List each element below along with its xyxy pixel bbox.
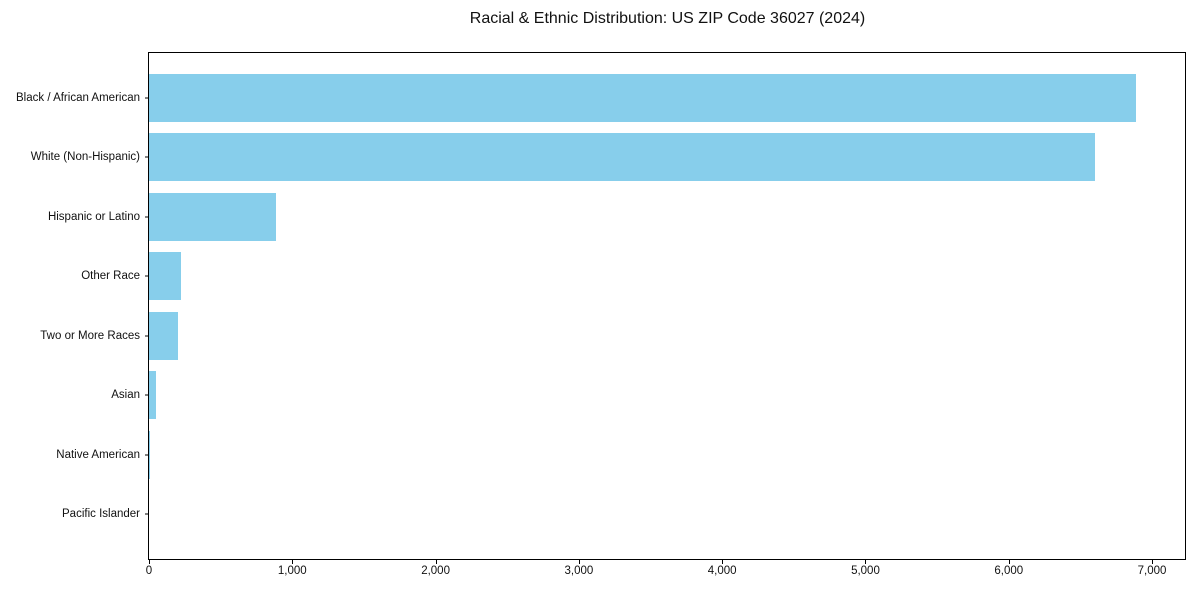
y-tick-label-pacific-islander: Pacific Islander (62, 508, 140, 521)
x-tick-mark (1152, 560, 1154, 564)
y-tick-mark (145, 513, 149, 515)
bar-black-african-american (149, 73, 1136, 122)
y-tick-label-white-non-hispanic: White (Non-Hispanic) (30, 151, 140, 164)
y-tick-label-black-african-american: Black / African American (16, 91, 140, 104)
y-tick-label-two-or-more-races: Two or More Races (40, 329, 140, 342)
y-tick-label-hispanic-or-latino: Hispanic or Latino (47, 210, 140, 223)
x-tick-mark (292, 560, 294, 564)
x-tick-mark (1008, 560, 1010, 564)
bar-white-non-hispanic (149, 133, 1095, 182)
y-tick-mark (145, 97, 149, 99)
y-tick-mark (145, 156, 149, 158)
bar-hispanic-or-latino (149, 192, 276, 241)
bar-asian (149, 371, 157, 420)
x-tick-mark (149, 560, 150, 564)
chart-title: Racial & Ethnic Distribution: US ZIP Cod… (469, 10, 866, 27)
x-tick-label-0: 0 (145, 565, 153, 577)
x-tick-label-5-000: 5,000 (851, 565, 880, 577)
y-tick-mark (145, 394, 149, 396)
x-tick-label-7-000: 7,000 (1137, 565, 1167, 577)
bar-two-or-more-races (149, 311, 179, 360)
y-tick-mark (145, 275, 149, 277)
bar-native-american (149, 430, 151, 479)
x-tick-label-3-000: 3,000 (564, 565, 594, 577)
y-tick-mark (145, 454, 149, 456)
x-tick-label-4-000: 4,000 (707, 565, 737, 577)
x-tick-mark (578, 560, 580, 564)
x-tick-mark (722, 560, 724, 564)
plot-area (148, 52, 1186, 560)
bars-layer (149, 53, 1185, 559)
x-tick-label-1-000: 1,000 (277, 565, 307, 577)
y-tick-mark (145, 216, 149, 218)
y-tick-mark (145, 335, 149, 337)
y-tick-label-asian: Asian (111, 389, 140, 402)
bar-other-race (149, 252, 181, 301)
x-tick-mark (435, 560, 437, 564)
x-tick-mark (865, 560, 867, 564)
x-tick-label-2-000: 2,000 (421, 565, 450, 577)
y-tick-label-native-american: Native American (56, 448, 140, 461)
x-tick-label-6-000: 6,000 (994, 565, 1024, 577)
y-tick-label-other-race: Other Race (81, 270, 140, 283)
